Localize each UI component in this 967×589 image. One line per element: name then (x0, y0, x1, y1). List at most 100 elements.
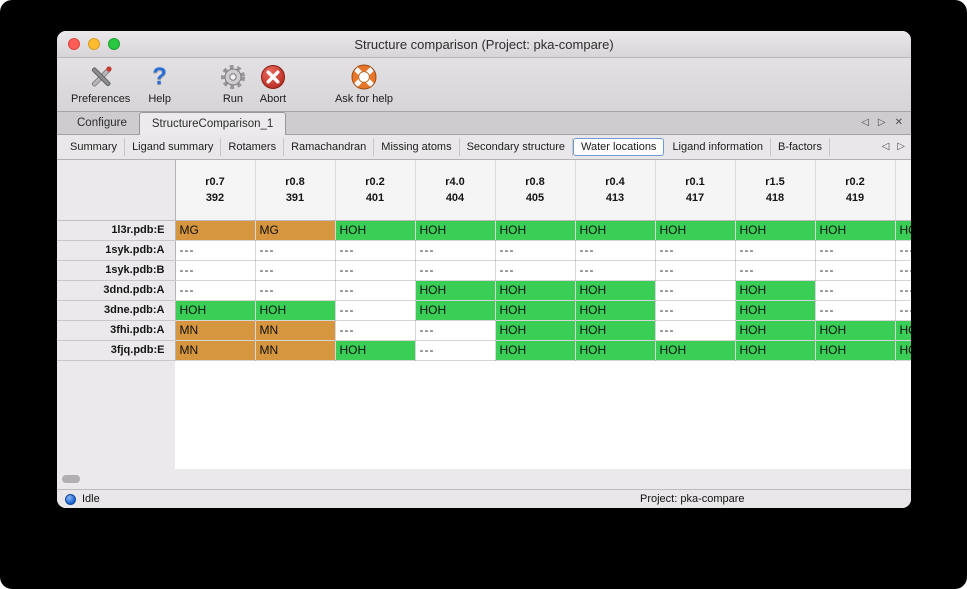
tab-close-icon[interactable]: ✕ (894, 117, 903, 128)
table-cell[interactable]: --- (655, 300, 736, 321)
table-cell[interactable]: --- (815, 280, 896, 301)
row-label[interactable]: 1syk.pdb:B (57, 260, 176, 281)
table-cell[interactable]: --- (655, 260, 736, 281)
table-cell[interactable]: HOH (735, 300, 816, 321)
table-cell[interactable]: HOH (655, 220, 736, 241)
row-label[interactable]: 1l3r.pdb:E (57, 220, 176, 241)
table-cell[interactable]: --- (495, 240, 576, 261)
table-cell[interactable]: --- (655, 320, 736, 341)
table-cell[interactable]: HOH (415, 280, 496, 301)
table-cell[interactable]: HOH (335, 220, 416, 241)
table-cell[interactable]: --- (255, 280, 336, 301)
table-cell[interactable]: --- (415, 340, 496, 361)
tab-water-locations[interactable]: Water locations (573, 138, 665, 156)
tab-prev-icon[interactable]: ◁ (861, 117, 869, 128)
table-cell[interactable]: --- (815, 260, 896, 281)
table-cell[interactable]: --- (735, 260, 816, 281)
row-label[interactable]: 3fjq.pdb:E (57, 340, 176, 361)
table-cell[interactable]: --- (815, 300, 896, 321)
view-tab-next-icon[interactable]: ▷ (897, 141, 905, 152)
table-cell[interactable]: MG (255, 220, 336, 241)
table-cell[interactable]: HOH (495, 220, 576, 241)
table-cell[interactable]: --- (335, 300, 416, 321)
table-cell[interactable]: --- (175, 280, 256, 301)
help-button[interactable]: ? Help (148, 62, 171, 105)
table-cell[interactable]: --- (255, 240, 336, 261)
horizontal-scrollbar[interactable] (57, 469, 911, 489)
tab-secondary-structure[interactable]: Secondary structure (460, 138, 574, 156)
abort-button[interactable]: Abort (259, 62, 287, 105)
tab-next-icon[interactable]: ▷ (877, 117, 886, 128)
table-cell[interactable]: HOH (895, 340, 911, 361)
preferences-button[interactable]: Preferences (71, 62, 130, 105)
table-cell[interactable]: HOH (735, 340, 816, 361)
table-cell[interactable]: --- (415, 320, 496, 341)
table-cell[interactable]: HOH (575, 280, 656, 301)
ask-for-help-button[interactable]: Ask for help (335, 62, 393, 105)
table-cell[interactable]: --- (655, 280, 736, 301)
table-cell[interactable]: HOH (815, 320, 896, 341)
table-cell[interactable]: --- (495, 260, 576, 281)
table-cell[interactable]: HOH (655, 340, 736, 361)
table-cell[interactable]: HOH (895, 320, 911, 341)
row-label[interactable]: 3dnd.pdb:A (57, 280, 176, 301)
table-cell[interactable]: --- (655, 240, 736, 261)
row-label[interactable]: 3dne.pdb:A (57, 300, 176, 321)
tab-configure[interactable]: Configure (77, 117, 127, 129)
table-cell[interactable]: --- (895, 300, 911, 321)
table-cell[interactable]: HOH (735, 280, 816, 301)
table-cell[interactable]: HOH (495, 340, 576, 361)
table-cell[interactable]: MN (255, 320, 336, 341)
tab-summary[interactable]: Summary (63, 138, 126, 156)
table-cell[interactable]: --- (335, 260, 416, 281)
run-button[interactable]: Run (219, 62, 247, 105)
row-label[interactable]: 3fhi.pdb:A (57, 320, 176, 341)
table-cell[interactable]: --- (335, 280, 416, 301)
table-cell[interactable]: HOH (735, 320, 816, 341)
table-cell[interactable]: --- (415, 260, 496, 281)
view-tab-prev-icon[interactable]: ◁ (881, 141, 890, 152)
table-cell[interactable]: HOH (335, 340, 416, 361)
table-cell[interactable]: HOH (895, 220, 911, 241)
table-cell[interactable]: HOH (495, 320, 576, 341)
table-cell[interactable]: HOH (575, 320, 656, 341)
table-cell[interactable]: --- (415, 240, 496, 261)
table-cell[interactable]: HOH (495, 280, 576, 301)
tab-rotamers[interactable]: Rotamers (221, 138, 285, 156)
table-cell[interactable]: --- (175, 240, 256, 261)
table-cell[interactable]: --- (175, 260, 256, 281)
tab-ligand-summary[interactable]: Ligand summary (125, 138, 222, 156)
table-cell[interactable]: HOH (415, 220, 496, 241)
table-cell[interactable]: MN (255, 340, 336, 361)
table-cell[interactable]: HOH (735, 220, 816, 241)
tab-b-factors[interactable]: B-factors (771, 138, 830, 156)
row-label[interactable]: 1syk.pdb:A (57, 240, 176, 261)
table-cell[interactable]: --- (895, 240, 911, 261)
table-cell[interactable]: --- (735, 240, 816, 261)
tab-structurecomparison-1[interactable]: StructureComparison_1 (138, 112, 287, 135)
tab-missing-atoms[interactable]: Missing atoms (374, 138, 460, 156)
table-cell[interactable]: --- (335, 320, 416, 341)
minimize-window-button[interactable] (88, 38, 100, 50)
close-window-button[interactable] (68, 38, 80, 50)
table-cell[interactable]: HOH (415, 300, 496, 321)
table-cell[interactable]: MN (175, 340, 256, 361)
table-cell[interactable]: HOH (175, 300, 256, 321)
table-cell[interactable]: HOH (815, 340, 896, 361)
table-cell[interactable]: HOH (815, 220, 896, 241)
table-cell[interactable]: HOH (575, 300, 656, 321)
tab-ramachandran[interactable]: Ramachandran (284, 138, 375, 156)
table-cell[interactable]: MN (175, 320, 256, 341)
table-cell[interactable]: MG (175, 220, 256, 241)
table-cell[interactable]: HOH (575, 220, 656, 241)
tab-ligand-information[interactable]: Ligand information (665, 138, 771, 156)
table-cell[interactable]: --- (575, 240, 656, 261)
zoom-window-button[interactable] (108, 38, 120, 50)
table-cell[interactable]: --- (335, 240, 416, 261)
table-cell[interactable]: --- (255, 260, 336, 281)
table-cell[interactable]: HOH (495, 300, 576, 321)
table-cell[interactable]: --- (575, 260, 656, 281)
table-cell[interactable]: --- (895, 260, 911, 281)
table-cell[interactable]: --- (815, 240, 896, 261)
table-cell[interactable]: --- (895, 280, 911, 301)
